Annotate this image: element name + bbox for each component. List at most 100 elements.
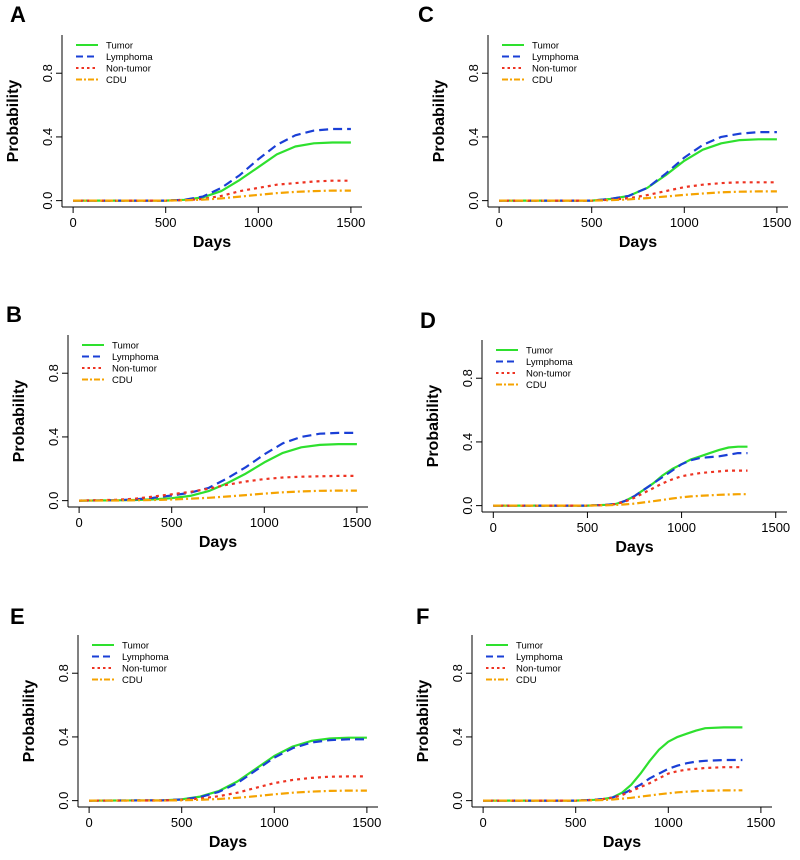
y-tick-label: 0.8 (450, 664, 465, 682)
x-tick-label: 1000 (250, 515, 279, 530)
x-tick-label: 0 (490, 520, 497, 535)
panel-letter: E (10, 604, 25, 629)
series-line-tumor (493, 445, 748, 507)
y-tick-label: 0.8 (466, 64, 481, 82)
panel-letter: A (10, 2, 26, 27)
x-tick-label: 0 (495, 215, 502, 230)
series-line-cdu (79, 489, 357, 502)
legend-label-cdu: CDU (112, 375, 133, 386)
y-tick-label: 0.4 (40, 128, 55, 146)
x-tick-label: 500 (171, 815, 193, 830)
series-line-tumor (483, 726, 743, 802)
panel-f: F 0 500 1000 1500 0.0 0.4 0.8 Days Probability Tum… (415, 604, 775, 851)
y-tick-label: 0.0 (450, 792, 465, 810)
legend-label-tumor: Tumor (112, 341, 139, 352)
legend-label-cdu: CDU (106, 75, 127, 86)
series-line-lymphoma (483, 758, 743, 802)
panel-letter: B (6, 302, 22, 327)
legend-label-tumor: Tumor (106, 41, 133, 52)
y-tick-label: 0.0 (46, 492, 61, 510)
x-tick-label: 1000 (670, 215, 699, 230)
series-line-lymphoma (73, 127, 351, 202)
x-tick-label: 1000 (667, 520, 696, 535)
legend-label-non-tumor: Non-tumor (106, 64, 151, 75)
x-axis-title: Days (209, 834, 247, 851)
legend-label-non-tumor: Non-tumor (112, 364, 157, 375)
y-tick-label: 0.8 (46, 364, 61, 382)
legend-label-cdu: CDU (516, 675, 537, 686)
y-tick-label: 0.8 (40, 64, 55, 82)
legend-label-cdu: CDU (122, 675, 143, 686)
x-tick-label: 1500 (336, 215, 365, 230)
x-axis-title: Days (615, 539, 653, 556)
panel-letter: C (418, 2, 434, 27)
panel-c: C 0 500 1000 1500 0.0 0.4 0.8 Days Probability Tum… (418, 2, 791, 251)
y-tick-label: 0.0 (56, 792, 71, 810)
series-line-cdu (89, 789, 367, 802)
series-line-lymphoma (79, 431, 357, 502)
legend-label-tumor: Tumor (122, 641, 149, 652)
series-line-non-tumor (499, 181, 777, 202)
x-tick-label: 1000 (244, 215, 273, 230)
x-tick-label: 0 (75, 515, 82, 530)
series-line-cdu (493, 493, 748, 507)
panel-e: E 0 500 1000 1500 0.0 0.4 0.8 Days Probability Tum… (10, 604, 381, 851)
legend-label-tumor: Tumor (516, 641, 543, 652)
x-tick-label: 500 (161, 515, 183, 530)
series-line-non-tumor (483, 766, 743, 802)
y-tick-label: 0.4 (460, 433, 475, 451)
legend-label-lymphoma: Lymphoma (532, 52, 579, 63)
series-line-non-tumor (73, 179, 351, 202)
y-axis-title: Probability (425, 385, 442, 468)
x-tick-label: 0 (85, 815, 92, 830)
series-line-lymphoma (493, 452, 748, 507)
x-tick-label: 500 (581, 215, 603, 230)
y-tick-label: 0.8 (56, 664, 71, 682)
legend-label-lymphoma: Lymphoma (516, 652, 563, 663)
legend-label-non-tumor: Non-tumor (516, 664, 561, 675)
x-tick-label: 1500 (352, 815, 381, 830)
y-tick-label: 0.4 (56, 728, 71, 746)
y-tick-label: 0.0 (460, 497, 475, 515)
legend-label-lymphoma: Lymphoma (526, 357, 573, 368)
x-tick-label: 0 (69, 215, 76, 230)
panel-b: B 0 500 1000 1500 0.0 0.4 0.8 Days Probability Tum… (6, 302, 371, 551)
x-tick-label: 1000 (260, 815, 289, 830)
panel-letter: D (420, 308, 436, 333)
x-tick-label: 500 (577, 520, 599, 535)
legend-label-non-tumor: Non-tumor (122, 664, 167, 675)
legend-label-tumor: Tumor (532, 41, 559, 52)
x-axis-title: Days (193, 234, 231, 251)
series-line-cdu (499, 190, 777, 202)
y-tick-label: 0.0 (466, 192, 481, 210)
y-tick-label: 0.8 (460, 369, 475, 387)
x-axis-title: Days (199, 534, 237, 551)
x-tick-label: 1500 (762, 215, 791, 230)
legend-label-lymphoma: Lymphoma (106, 52, 153, 63)
legend-label-lymphoma: Lymphoma (112, 352, 159, 363)
x-tick-label: 1500 (761, 520, 790, 535)
x-tick-label: 1500 (746, 815, 775, 830)
x-tick-label: 1500 (342, 515, 371, 530)
y-tick-label: 0.4 (46, 428, 61, 446)
panel-a: A 0 500 1000 1500 0.0 0.4 0.8 Days Probability Tum… (5, 2, 365, 251)
series-line-non-tumor (493, 469, 748, 507)
legend-label-cdu: CDU (532, 75, 553, 86)
x-axis-title: Days (619, 234, 657, 251)
panel-letter: F (416, 604, 429, 629)
series-line-cdu (73, 189, 351, 202)
y-tick-label: 0.4 (466, 128, 481, 146)
y-axis-title: Probability (21, 680, 38, 763)
legend-label-tumor: Tumor (526, 346, 553, 357)
y-axis-title: Probability (5, 80, 22, 163)
series-line-non-tumor (79, 474, 357, 502)
y-axis-title: Probability (431, 80, 448, 163)
y-tick-label: 0.0 (40, 192, 55, 210)
legend-label-non-tumor: Non-tumor (526, 369, 571, 380)
